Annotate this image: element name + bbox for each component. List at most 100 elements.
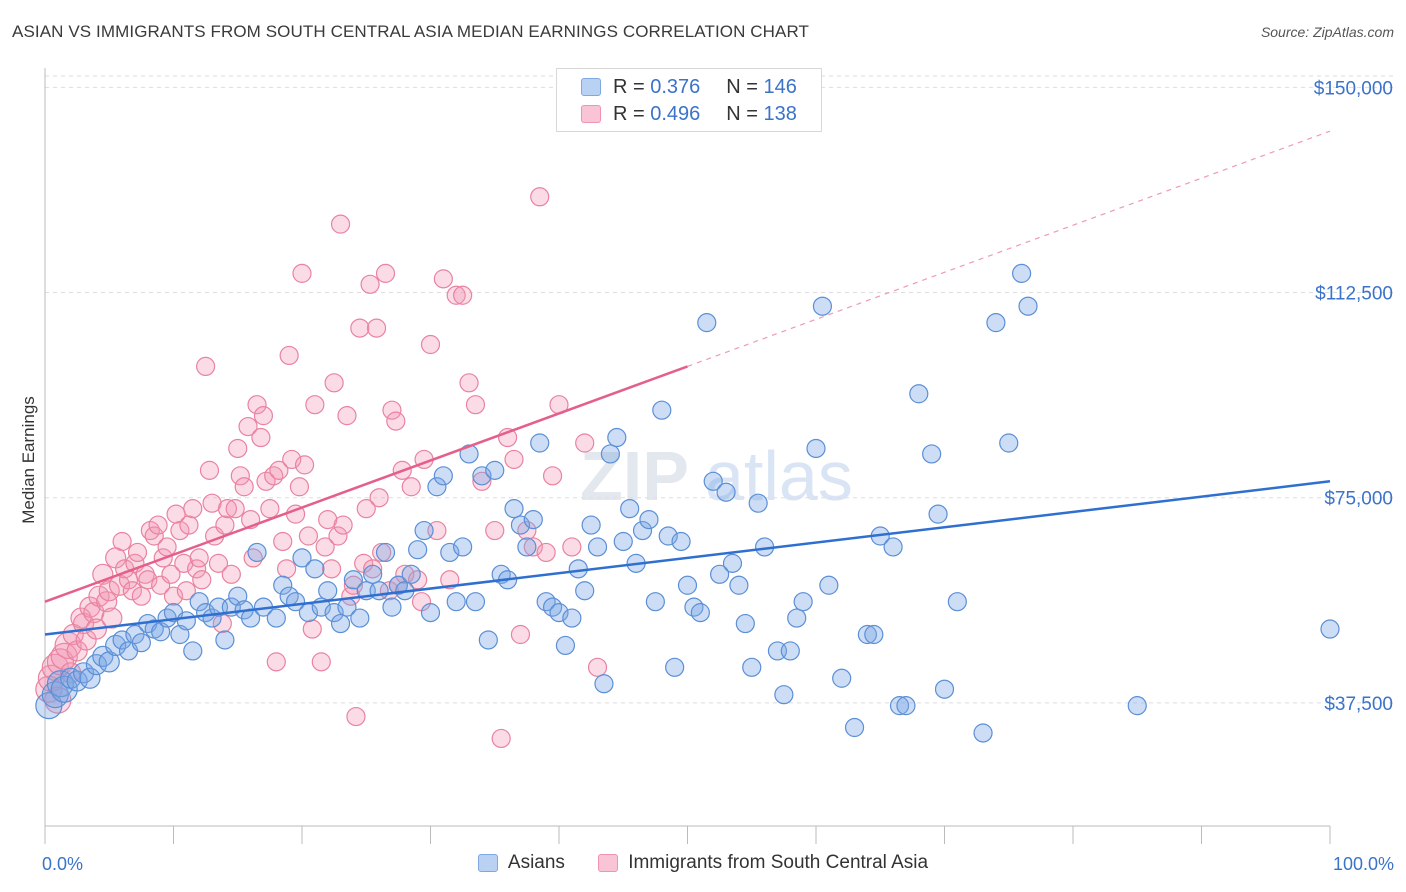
- data-point-asians: [787, 608, 807, 628]
- data-point-immigrants: [386, 411, 406, 431]
- data-point-immigrants: [127, 542, 148, 563]
- data-point-immigrants: [292, 263, 312, 283]
- data-point-immigrants: [453, 285, 473, 305]
- legend-r-label: R =: [613, 75, 645, 98]
- series-legend-asians[interactable]: Asians: [477, 852, 565, 874]
- data-point-immigrants: [157, 537, 177, 557]
- data-point-immigrants: [302, 619, 322, 639]
- data-point-immigrants: [230, 466, 250, 486]
- data-point-asians: [523, 509, 543, 530]
- data-point-immigrants: [375, 263, 396, 283]
- data-point-immigrants: [148, 515, 168, 535]
- data-point-asians: [613, 531, 633, 552]
- data-point-asians: [774, 685, 794, 705]
- data-point-asians: [1320, 619, 1340, 639]
- legend-n-label: N =: [726, 75, 758, 98]
- data-point-immigrants: [217, 499, 238, 519]
- data-point-immigrants: [328, 526, 348, 546]
- data-point-immigrants: [179, 515, 199, 535]
- data-point-asians: [722, 553, 743, 573]
- data-point-asians: [986, 313, 1006, 333]
- data-point-immigrants: [273, 531, 293, 552]
- trend-line-immigrants-extension: [687, 130, 1331, 367]
- data-point-asians: [273, 575, 293, 595]
- data-point-immigrants: [264, 466, 284, 486]
- data-point-immigrants: [215, 515, 235, 535]
- data-point-immigrants: [542, 466, 563, 486]
- legend-row-immigrants: R = 0.496 N = 138: [581, 102, 797, 126]
- data-point-immigrants: [183, 499, 203, 519]
- data-point-asians: [562, 608, 582, 628]
- data-point-asians: [189, 592, 209, 612]
- legend-swatch-pink: [598, 854, 619, 872]
- data-point-immigrants: [321, 559, 342, 579]
- data-point-asians: [999, 433, 1019, 453]
- y-tick-label: $75,000: [1324, 489, 1393, 510]
- data-point-immigrants: [536, 542, 556, 563]
- data-point-asians: [716, 482, 736, 502]
- data-point-immigrants: [221, 564, 241, 584]
- data-point-asians: [947, 592, 967, 612]
- data-point-asians: [459, 444, 479, 464]
- data-point-immigrants: [562, 537, 582, 557]
- data-point-immigrants: [356, 499, 376, 519]
- data-point-immigrants: [294, 455, 315, 475]
- data-point-asians: [832, 668, 852, 688]
- data-point-asians: [343, 570, 363, 590]
- data-point-immigrants: [161, 564, 181, 584]
- data-point-immigrants: [330, 214, 351, 234]
- data-point-immigrants: [208, 553, 229, 573]
- y-tick-label: $150,000: [1314, 78, 1393, 99]
- data-point-asians: [504, 499, 524, 519]
- data-point-immigrants: [587, 657, 608, 677]
- series-legend-immigrants-label: Immigrants from South Central Asia: [628, 852, 929, 873]
- data-point-asians: [652, 400, 672, 420]
- data-point-immigrants: [350, 318, 370, 338]
- data-point-asians: [485, 460, 505, 480]
- data-point-immigrants: [251, 427, 271, 448]
- data-point-asians: [819, 575, 839, 595]
- data-point-asians: [292, 548, 312, 568]
- data-point-immigrants: [228, 438, 248, 459]
- data-point-immigrants: [382, 400, 402, 420]
- data-point-immigrants: [298, 526, 319, 546]
- data-point-asians: [690, 603, 710, 623]
- data-point-immigrants: [70, 607, 92, 629]
- data-point-asians: [350, 608, 370, 628]
- data-point-immigrants: [504, 449, 524, 470]
- y-tick-label: $112,500: [1315, 284, 1393, 305]
- data-point-immigrants: [131, 586, 151, 606]
- data-point-immigrants: [366, 318, 387, 338]
- data-point-immigrants: [465, 395, 486, 415]
- data-point-asians: [330, 613, 351, 634]
- data-point-asians: [369, 581, 389, 601]
- legend-r-value: 0.376: [650, 75, 701, 98]
- data-point-asians: [98, 651, 120, 673]
- legend-n-value: 146: [763, 75, 797, 98]
- data-point-asians: [896, 696, 916, 716]
- data-point-asians: [742, 657, 762, 677]
- data-point-asians: [677, 575, 698, 595]
- series-legend: Asians Immigrants from South Central Asi…: [0, 852, 1406, 878]
- legend-n-value: 138: [763, 102, 797, 125]
- data-point-asians: [1018, 296, 1038, 316]
- data-point-immigrants: [238, 416, 258, 437]
- series-legend-immigrants[interactable]: Immigrants from South Central Asia: [598, 852, 928, 874]
- watermark-atlas: atlas: [705, 437, 853, 515]
- data-point-immigrants: [337, 406, 357, 426]
- data-point-immigrants: [311, 652, 331, 672]
- legend-swatch-blue: [581, 78, 601, 96]
- data-point-immigrants: [459, 373, 479, 393]
- data-point-asians: [517, 537, 537, 557]
- data-point-immigrants: [269, 460, 289, 480]
- data-point-asians: [575, 581, 595, 601]
- trend-lines: [44, 130, 1331, 636]
- legend-r-value: 0.496: [650, 102, 701, 125]
- data-point-immigrants: [360, 274, 380, 294]
- data-point-asians: [247, 542, 267, 563]
- data-point-asians: [844, 717, 865, 738]
- data-point-immigrants: [333, 515, 353, 535]
- data-point-asians: [420, 603, 441, 623]
- data-point-asians: [793, 592, 813, 612]
- data-point-immigrants: [266, 652, 286, 672]
